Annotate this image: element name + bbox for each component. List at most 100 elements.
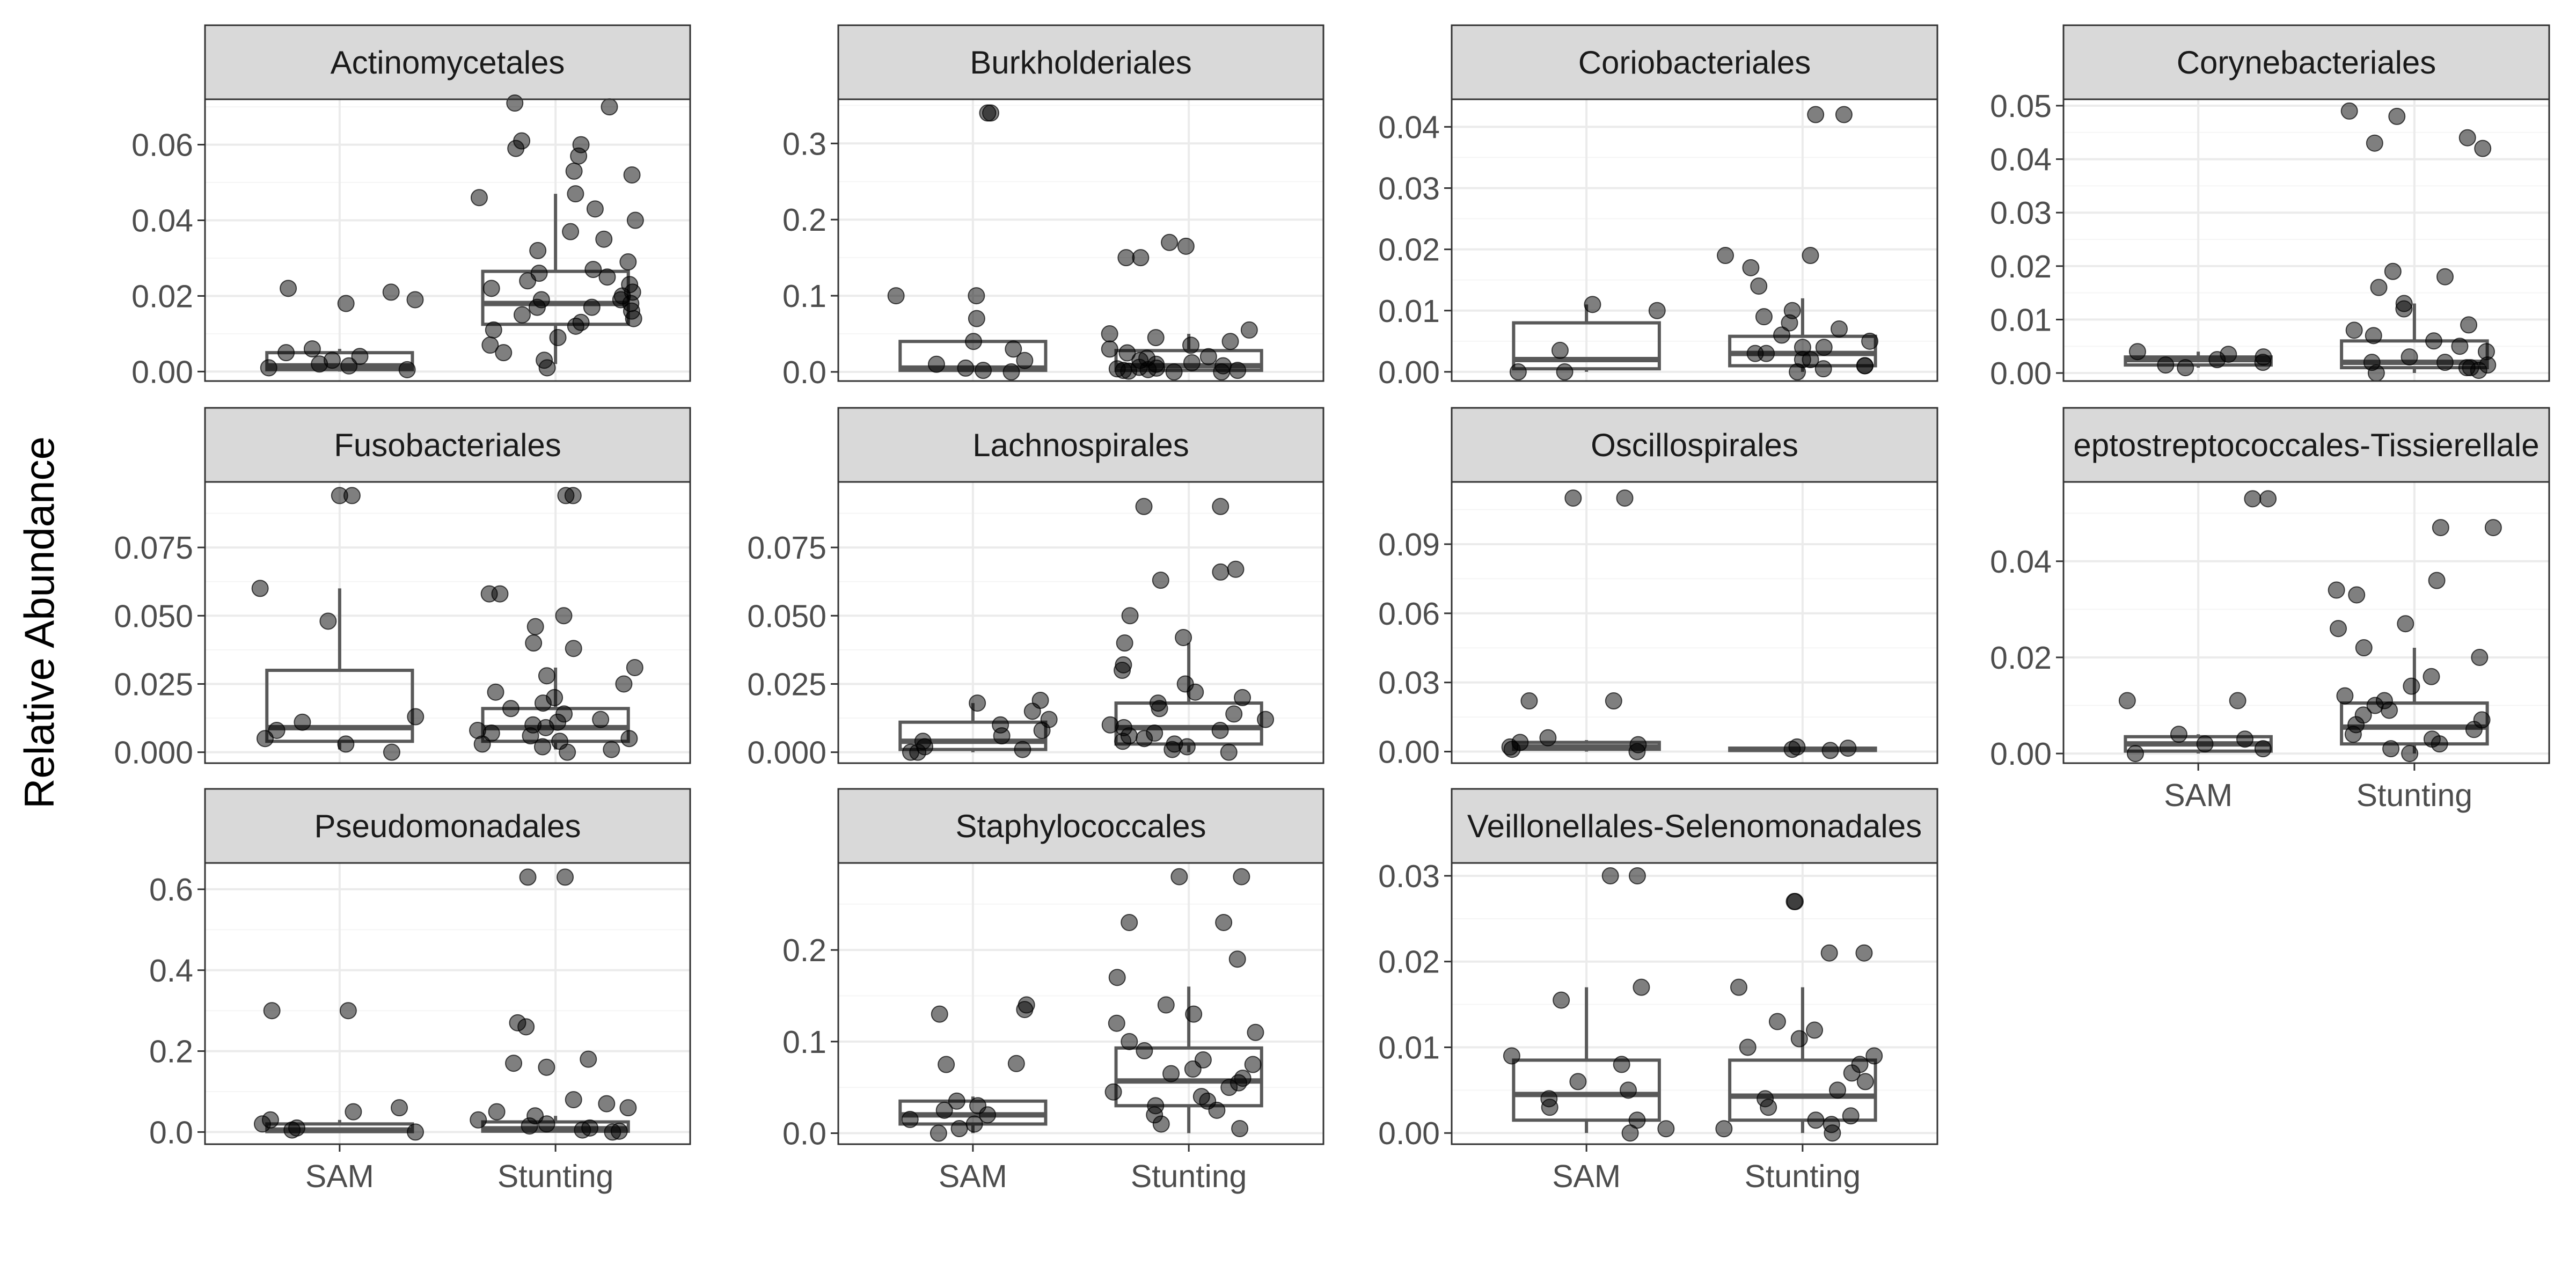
y-tick-label: 0.6 [149, 872, 193, 908]
data-point [927, 355, 945, 373]
data-point [1865, 1047, 1883, 1065]
data-point [1620, 1081, 1637, 1099]
data-point [1170, 868, 1188, 885]
data-point [1177, 237, 1195, 255]
data-point [1018, 996, 1035, 1014]
data-point [2436, 268, 2454, 286]
data-point [1214, 357, 1232, 375]
data-point [2428, 572, 2446, 589]
y-tick-label: 0.2 [782, 202, 826, 238]
data-point [526, 618, 544, 635]
data-point [610, 1122, 628, 1140]
data-point [2363, 354, 2381, 371]
y-tick-label: 0.2 [782, 933, 826, 968]
data-point [1616, 489, 1634, 507]
data-point [1257, 711, 1275, 728]
panel-frame [837, 98, 1324, 382]
data-point [562, 223, 580, 240]
data-point [580, 1050, 597, 1068]
plot-area [838, 99, 1323, 381]
data-point [598, 268, 616, 286]
y-tick-label: 0.02 [131, 279, 193, 314]
data-point [1730, 978, 1748, 996]
data-point [2375, 692, 2393, 709]
data-point [1569, 1073, 1587, 1091]
data-point [572, 313, 590, 331]
data-point [261, 1111, 279, 1129]
data-point [551, 733, 569, 750]
data-point [2471, 648, 2489, 666]
data-point [930, 1124, 947, 1142]
y-tick-label: 0.00 [1378, 355, 1440, 390]
data-point [1806, 1021, 1824, 1039]
data-point [1794, 339, 1811, 356]
panel-frame [837, 481, 1324, 764]
y-tick-label: 0.000 [114, 735, 193, 771]
y-tick-label: 0.075 [114, 530, 193, 566]
data-point [2432, 519, 2449, 537]
data-point [525, 634, 543, 652]
panel-frame [837, 862, 1324, 1145]
panel-frame [1451, 862, 1938, 1145]
data-point [1244, 1056, 1262, 1073]
x-tick-label: Stunting [2357, 778, 2473, 813]
data-point [398, 361, 416, 378]
data-point [1829, 1081, 1847, 1099]
data-point [303, 340, 321, 358]
data-point [1820, 944, 1838, 962]
data-point [268, 721, 286, 739]
data-point [2382, 740, 2400, 758]
data-point [1842, 1107, 1860, 1125]
data-point [2348, 586, 2366, 604]
data-point [1247, 1023, 1264, 1041]
data-point [1539, 729, 1557, 747]
data-point [505, 1055, 523, 1072]
data-point [2365, 327, 2382, 345]
box-iqr [265, 669, 414, 743]
data-point [982, 104, 1000, 122]
data-point [506, 94, 524, 112]
data-point [538, 1058, 555, 1076]
facet-panel: Lachnospirales 0.000 0.025 0.050 0.075 [747, 407, 1324, 771]
plot-area [205, 99, 690, 381]
data-point [565, 162, 583, 180]
data-point [263, 1002, 281, 1020]
data-point [1717, 247, 1735, 265]
data-point [914, 733, 932, 750]
facet-title: Staphylococcales [956, 808, 1206, 844]
data-point [2474, 140, 2492, 157]
data-point [1108, 360, 1126, 378]
data-point [626, 658, 643, 676]
box-iqr [1728, 1058, 1877, 1122]
data-point [1101, 340, 1118, 358]
facet-title: Pseudomonadales [314, 808, 581, 844]
y-tick-label: 0.0 [782, 1116, 826, 1152]
data-point [1856, 357, 1874, 375]
data-point [1788, 738, 1806, 756]
data-point [581, 1119, 599, 1137]
data-point [2259, 490, 2277, 508]
data-point [1101, 325, 1118, 343]
facet-strip [1451, 24, 1938, 100]
data-point [565, 1091, 582, 1109]
data-point [524, 716, 542, 734]
data-point [2397, 615, 2414, 633]
data-point [1101, 716, 1119, 734]
plot-area [2063, 482, 2549, 763]
data-point [1757, 1090, 1774, 1108]
y-tick-label: 0.000 [747, 735, 826, 771]
data-point [2458, 129, 2476, 147]
data-point [572, 136, 590, 153]
y-tick-label: 0.09 [1378, 527, 1440, 562]
data-point [1633, 978, 1650, 996]
data-point [969, 1097, 987, 1115]
data-point [2354, 706, 2372, 724]
data-point [294, 713, 311, 731]
data-point [1556, 363, 1574, 380]
data-point [564, 487, 582, 504]
data-point [965, 1115, 983, 1133]
data-point [351, 348, 369, 365]
y-tick-label: 0.03 [1378, 171, 1440, 206]
data-point [485, 321, 502, 339]
x-tick-label: Stunting [1131, 1159, 1247, 1194]
